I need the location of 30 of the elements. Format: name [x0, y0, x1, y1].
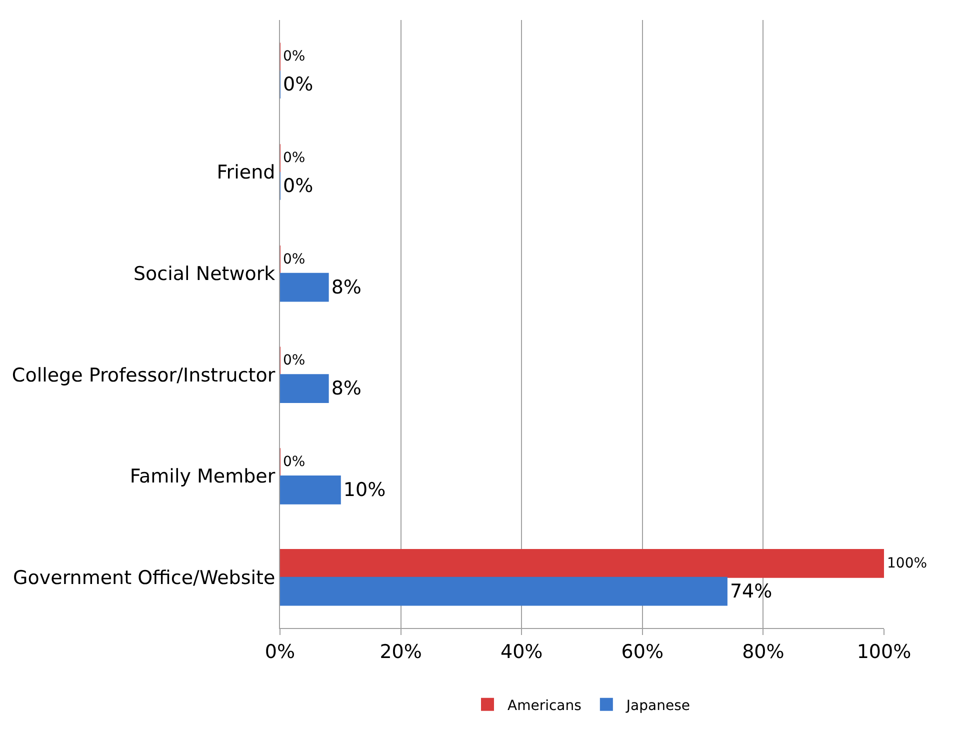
- data-label: 74%: [730, 580, 772, 602]
- y-tick-label: Friend: [216, 162, 276, 184]
- data-label: 0%: [283, 74, 314, 96]
- x-tick-label: 20%: [380, 640, 422, 663]
- data-label: 8%: [331, 276, 362, 298]
- x-tick-label: 60%: [621, 640, 664, 663]
- x-tick-label: 0%: [264, 640, 296, 663]
- data-label: 8%: [331, 378, 362, 400]
- data-label: 0%: [283, 48, 306, 65]
- y-tick-label: College Professor/Instructor: [12, 364, 276, 386]
- x-tick-label: 40%: [500, 640, 543, 663]
- data-label: 10%: [343, 478, 386, 501]
- data-label: 0%: [283, 150, 306, 166]
- y-tick-label: Social Network: [133, 262, 276, 285]
- y-tick-label: Government Office/Website: [13, 566, 276, 589]
- legend-label: Japanese: [625, 698, 690, 714]
- bar: [280, 272, 329, 302]
- data-label: 0%: [283, 352, 306, 369]
- bar: [280, 576, 728, 606]
- bar: [280, 374, 329, 404]
- x-tick-label: 100%: [856, 640, 912, 663]
- legend-label: Americans: [508, 698, 582, 714]
- x-tick-label: 80%: [742, 640, 784, 663]
- bar: [280, 548, 884, 578]
- data-label: 0%: [283, 454, 306, 470]
- data-label: 0%: [283, 174, 314, 197]
- data-label: 100%: [887, 555, 928, 572]
- data-label: 0%: [283, 251, 306, 268]
- bar: [280, 476, 341, 504]
- y-tick-label: Family Member: [130, 466, 276, 488]
